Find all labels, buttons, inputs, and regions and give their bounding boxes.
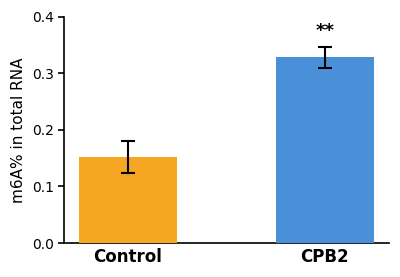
Bar	[276, 57, 374, 243]
Y-axis label: m6A% in total RNA: m6A% in total RNA	[11, 57, 26, 202]
Text: **: **	[316, 22, 334, 40]
Bar	[79, 157, 177, 243]
